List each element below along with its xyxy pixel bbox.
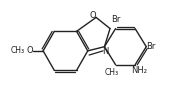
Text: CH₃: CH₃	[104, 68, 118, 77]
Text: Br: Br	[146, 42, 156, 51]
Text: CH₃: CH₃	[11, 46, 25, 55]
Text: NH₂: NH₂	[131, 66, 147, 75]
Text: N: N	[102, 47, 108, 56]
Text: O: O	[27, 46, 33, 55]
Text: O: O	[90, 11, 97, 20]
Text: Br: Br	[111, 15, 121, 24]
